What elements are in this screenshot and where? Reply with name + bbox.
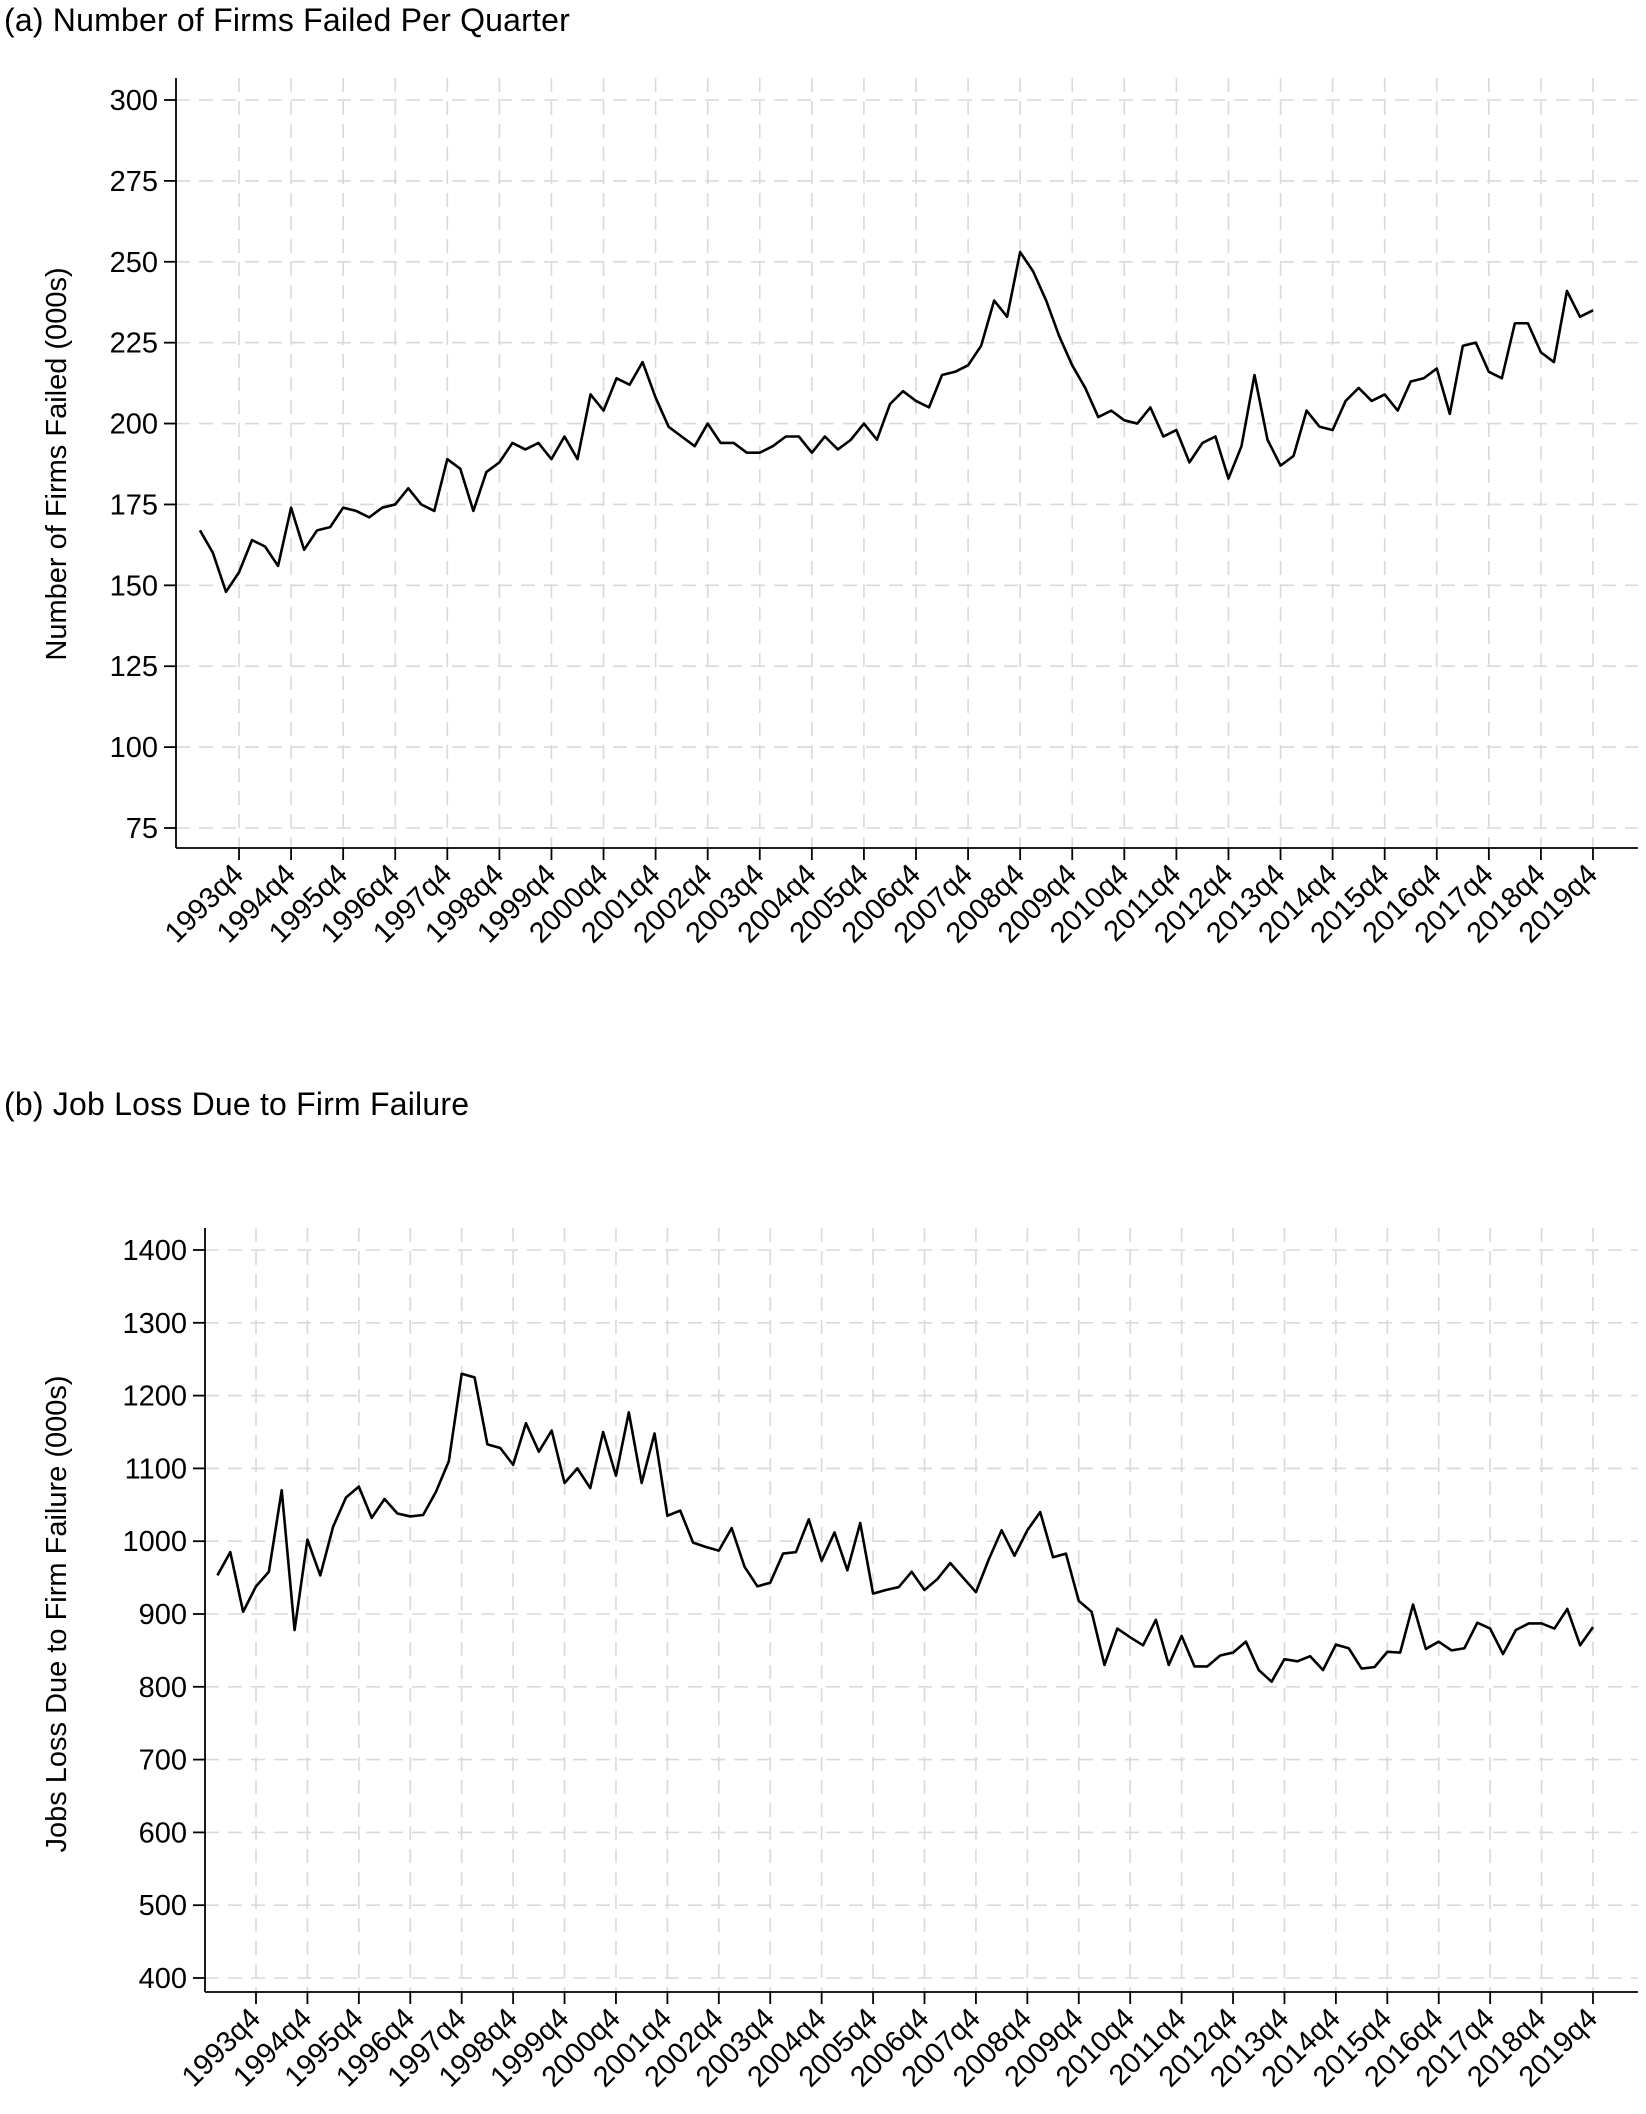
y-tick-label: 1400 [122,1235,187,1267]
y-tick-label: 1200 [122,1381,187,1413]
chart-b-title: (b) Job Loss Due to Firm Failure [4,1086,470,1122]
y-tick-label: 700 [139,1745,187,1777]
y-tick-label: 250 [110,247,158,279]
y-tick-label: 400 [139,1963,187,1995]
chart-a: 751001251501752002252502753001993q41994q… [41,78,1638,949]
y-tick-label: 125 [110,651,158,683]
y-axis-title: Number of Firms Failed (000s) [41,267,73,660]
y-tick-label: 500 [139,1890,187,1922]
y-tick-label: 75 [126,813,158,845]
y-axis-title: Jobs Loss Due to Firm Failure (000s) [41,1375,73,1852]
series-line [198,250,1594,594]
y-tick-label: 1000 [122,1526,187,1558]
y-tick-label: 275 [110,166,158,198]
y-tick-label: 800 [139,1672,187,1704]
series-line [216,1372,1595,1683]
y-tick-label: 1300 [122,1308,187,1340]
chart-a-title: (a) Number of Firms Failed Per Quarter [4,2,570,38]
y-tick-label: 1100 [125,1453,187,1485]
y-tick-label: 600 [139,1817,187,1849]
y-tick-label: 225 [110,328,158,360]
chart-b-plot: 4005006007008009001000110012001300140019… [41,1228,1638,2093]
y-tick-label: 175 [110,489,158,521]
y-tick-label: 200 [110,409,158,441]
y-tick-label: 900 [139,1599,187,1631]
y-tick-label: 300 [110,85,158,117]
y-tick-label: 100 [110,732,158,764]
y-tick-label: 150 [110,570,158,602]
